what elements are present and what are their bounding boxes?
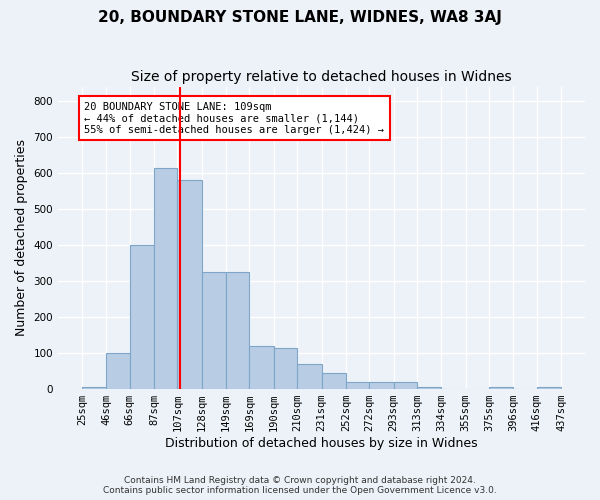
Bar <box>178 180 202 389</box>
Bar <box>417 388 441 389</box>
Bar <box>82 388 106 389</box>
Bar <box>226 272 250 389</box>
Bar <box>394 382 417 389</box>
Bar <box>346 382 369 389</box>
Y-axis label: Number of detached properties: Number of detached properties <box>15 140 28 336</box>
Bar <box>154 168 178 389</box>
Bar <box>489 388 514 389</box>
Bar <box>297 364 322 389</box>
Text: 20 BOUNDARY STONE LANE: 109sqm
← 44% of detached houses are smaller (1,144)
55% : 20 BOUNDARY STONE LANE: 109sqm ← 44% of … <box>85 102 385 135</box>
Bar <box>369 382 394 389</box>
Bar <box>202 272 226 389</box>
Text: Contains HM Land Registry data © Crown copyright and database right 2024.
Contai: Contains HM Land Registry data © Crown c… <box>103 476 497 495</box>
Bar <box>536 388 561 389</box>
Bar <box>322 373 346 389</box>
Bar <box>106 353 130 389</box>
Bar <box>274 348 297 389</box>
X-axis label: Distribution of detached houses by size in Widnes: Distribution of detached houses by size … <box>165 437 478 450</box>
Bar <box>130 245 154 389</box>
Text: 20, BOUNDARY STONE LANE, WIDNES, WA8 3AJ: 20, BOUNDARY STONE LANE, WIDNES, WA8 3AJ <box>98 10 502 25</box>
Title: Size of property relative to detached houses in Widnes: Size of property relative to detached ho… <box>131 70 512 84</box>
Bar <box>250 346 274 389</box>
